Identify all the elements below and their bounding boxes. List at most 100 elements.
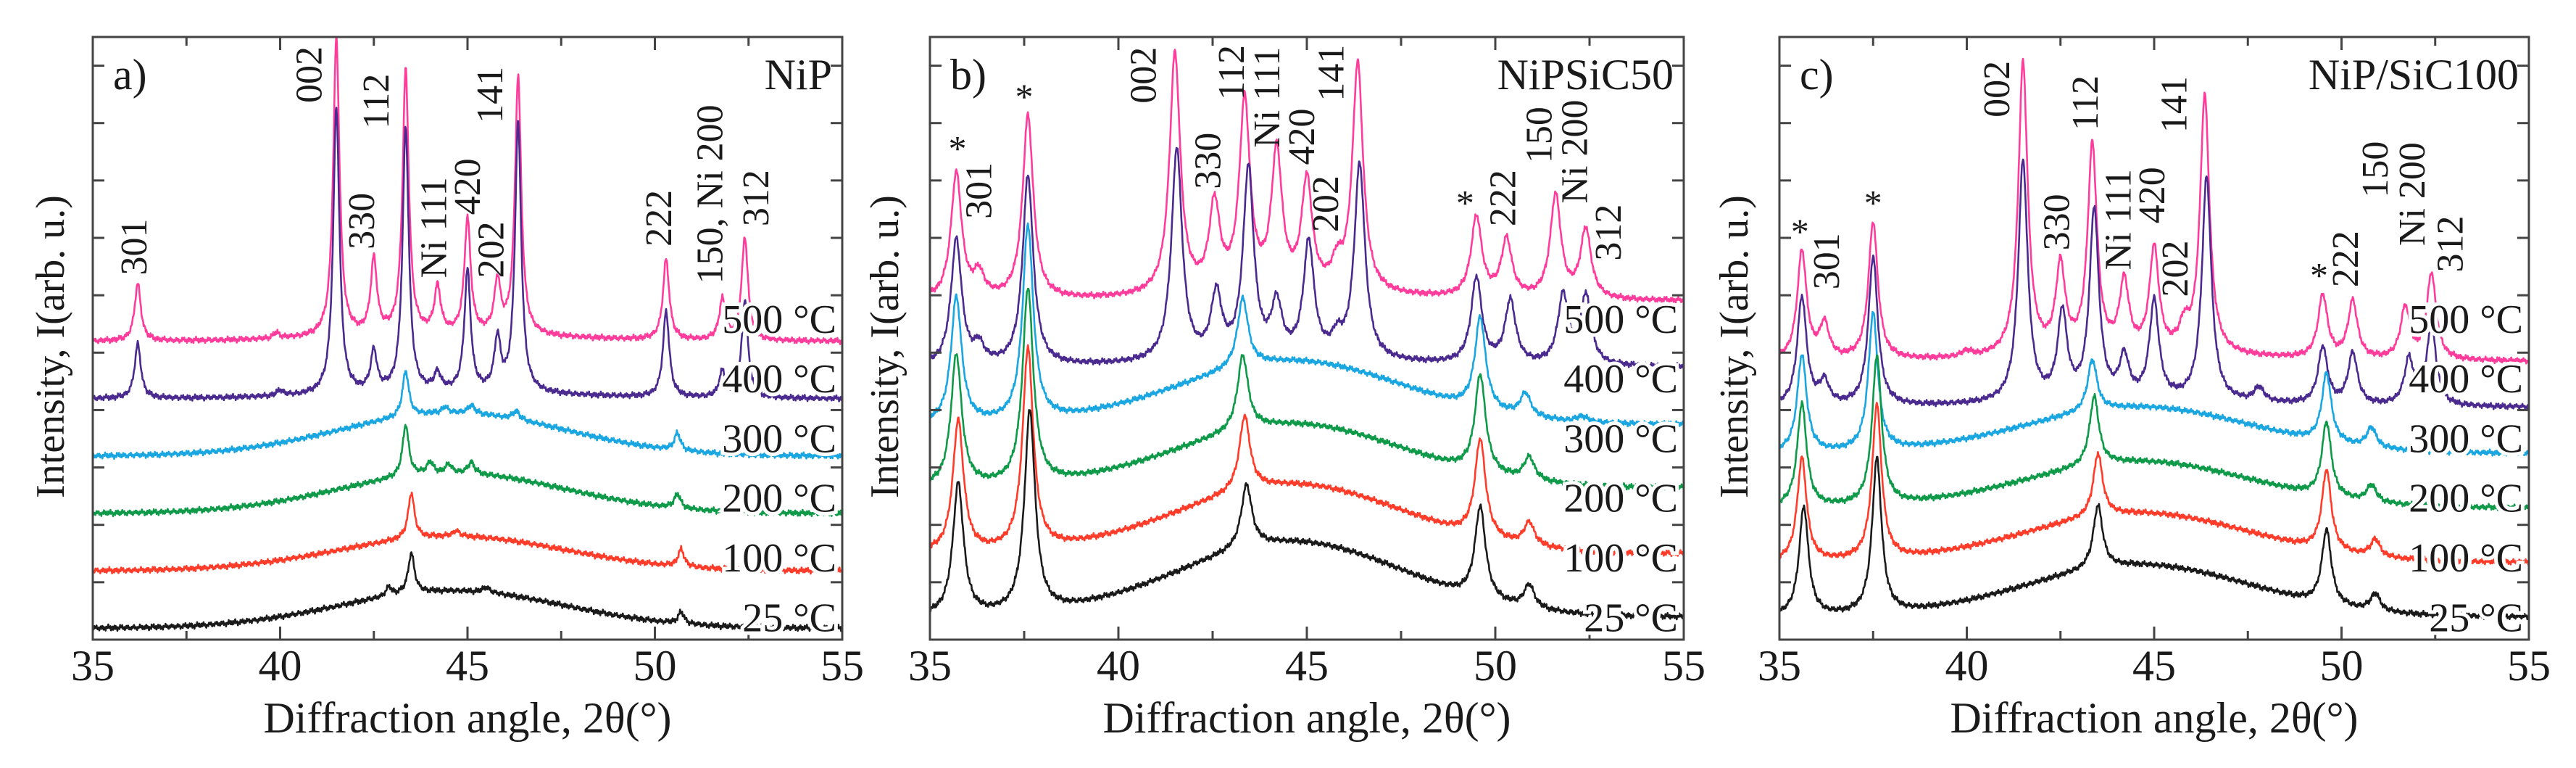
x-tick-label: 50	[2320, 642, 2364, 690]
peak-label: 222	[639, 190, 680, 247]
peak-label: 301	[1806, 233, 1848, 289]
panel-b: 35 40 45 50 55 Diffraction angle, 2θ(°) Intens…	[863, 36, 1705, 742]
peak-label: 112	[1211, 45, 1252, 100]
series-line-300C	[93, 370, 842, 460]
series-line-400C	[1779, 158, 2529, 410]
peak-label: 002	[1123, 47, 1164, 104]
x-axis-title: Diffraction angle, 2θ(°)	[263, 694, 671, 742]
peak-label: 202	[1305, 176, 1347, 232]
x-tick-label: 55	[1662, 642, 1705, 690]
sic-peak-marker: *	[1015, 76, 1034, 117]
temperature-label: 500 °C	[1563, 297, 1678, 342]
panel-label: a)	[113, 51, 147, 99]
peak-label: 301	[959, 162, 1000, 219]
temperature-label: 200 °C	[722, 476, 836, 521]
peak-label: 301	[114, 218, 155, 275]
peak-label: Ni 200	[2392, 142, 2433, 246]
series-line-100C	[93, 491, 842, 575]
sic-peak-marker: *	[1791, 211, 1809, 252]
x-tick-label: 50	[633, 642, 677, 690]
peak-label: Ni 111	[1247, 47, 1288, 148]
panel-label: b)	[950, 51, 986, 99]
sic-peak-marker: *	[1864, 183, 1882, 223]
peak-label: 202	[471, 221, 512, 278]
sample-name: NiP/SiC100	[2309, 51, 2519, 99]
peak-label: 150	[2355, 141, 2396, 198]
peak-label: 002	[1977, 61, 2018, 117]
series-line-100C	[1779, 402, 2529, 566]
curves	[93, 37, 842, 632]
series-line-25C	[1779, 455, 2529, 621]
series-line-500C	[930, 49, 1684, 304]
peak-label: 202	[2155, 241, 2196, 297]
temperature-label: 300 °C	[2409, 416, 2523, 461]
temperature-label: 400 °C	[722, 357, 836, 402]
temperature-label: 200 °C	[1563, 476, 1678, 521]
temperature-label: 500 °C	[2409, 297, 2523, 342]
x-tick-label: 45	[446, 642, 489, 690]
peak-label: 150	[1518, 107, 1560, 163]
series-line-25C	[930, 409, 1684, 621]
peak-label: 141	[1310, 45, 1352, 102]
series-line-25C	[93, 551, 842, 632]
temperature-label: 100 °C	[2409, 536, 2523, 581]
temperature-label: 25 °C	[742, 595, 836, 640]
peak-label: 222	[1483, 170, 1524, 226]
peak-label: 141	[470, 67, 511, 123]
series-line-400C	[93, 107, 842, 402]
series-line-500C	[1779, 57, 2529, 365]
temperature-label: 300 °C	[1563, 416, 1678, 461]
series-line-200C	[930, 287, 1684, 492]
x-tick-label: 35	[908, 642, 952, 690]
peak-label: 150, Ni 200	[690, 104, 731, 284]
x-tick-label: 45	[1285, 642, 1329, 690]
peak-label: 330	[2037, 194, 2078, 250]
peak-label: 112	[356, 74, 397, 129]
panel-label: c)	[1800, 51, 1834, 99]
series-line-400C	[930, 146, 1684, 371]
x-tick-label: 55	[820, 642, 864, 690]
x-tick-label: 50	[1474, 642, 1517, 690]
x-axis-title: Diffraction angle, 2θ(°)	[1102, 694, 1511, 742]
x-tick-label: 40	[1945, 642, 1989, 690]
sic-peak-marker: *	[2310, 255, 2328, 295]
peak-label: Ni 111	[414, 177, 455, 278]
temperature-label: 100 °C	[722, 536, 836, 581]
sic-peak-marker: *	[948, 128, 966, 168]
series-line-100C	[930, 344, 1684, 558]
peak-label: Ni 111	[2098, 169, 2139, 270]
curves	[930, 49, 1684, 621]
peak-label: 420	[2132, 167, 2173, 223]
temperature-label: 300 °C	[722, 416, 836, 461]
temperature-label: 25 °C	[1584, 595, 1678, 640]
temperature-label: 100 °C	[1563, 536, 1678, 581]
series-line-500C	[93, 37, 842, 345]
series-line-200C	[93, 424, 842, 518]
x-tick-label: 35	[1758, 642, 1801, 690]
x-tick-label: 45	[2132, 642, 2176, 690]
x-tick-label: 35	[71, 642, 115, 690]
peak-label: 112	[2065, 75, 2106, 131]
peak-label: 312	[736, 170, 777, 226]
x-axis-title: Diffraction angle, 2θ(°)	[1950, 694, 2358, 742]
peak-label: Ni 200	[1554, 100, 1595, 204]
x-tick-label: 55	[2507, 642, 2551, 690]
series-line-300C	[930, 222, 1684, 429]
sic-peak-marker: *	[1456, 183, 1474, 223]
curves	[1779, 57, 2529, 621]
temperature-label: 500 °C	[722, 297, 836, 342]
peak-label: 420	[1281, 108, 1323, 165]
peak-label: 420	[447, 158, 489, 215]
peak-label: 312	[1588, 205, 1629, 261]
peak-label: 222	[2325, 231, 2367, 287]
panel-a: 35 40 45 50 55 Diffraction angle, 2θ(°) Intens…	[28, 36, 864, 742]
temperature-label: 400 °C	[1563, 357, 1678, 402]
series-line-300C	[1779, 310, 2529, 457]
peak-label: 330	[341, 193, 383, 249]
peak-label: 312	[2430, 215, 2472, 272]
y-axis-title: Intensity, I(arb. u.)	[863, 195, 907, 498]
temperature-label: 200 °C	[2409, 476, 2523, 521]
peak-label: 002	[288, 46, 330, 103]
sample-name: NiP	[765, 51, 832, 99]
